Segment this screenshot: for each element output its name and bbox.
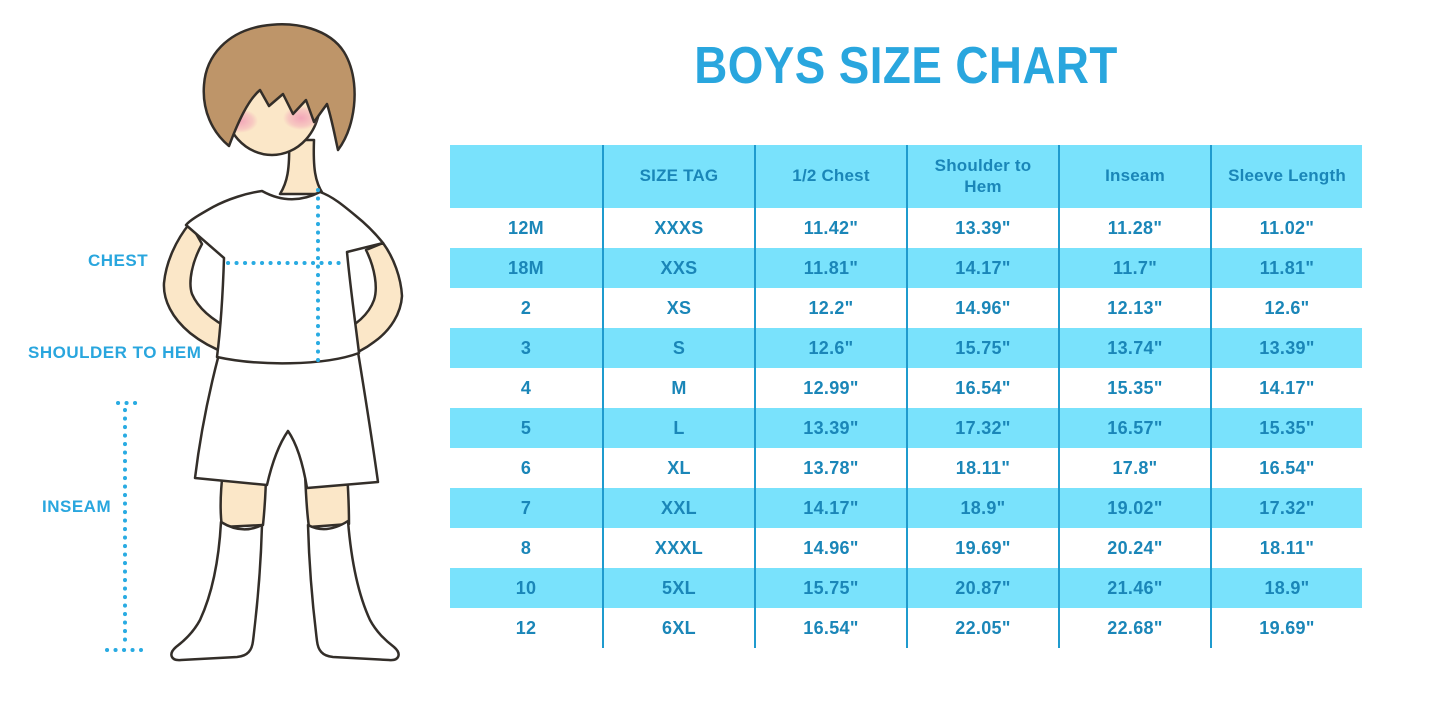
header-cell: 1/2 Chest bbox=[754, 145, 906, 208]
size-cell: 13.39" bbox=[754, 408, 906, 448]
size-cell: 11.7" bbox=[1058, 248, 1210, 288]
size-cell: 11.81" bbox=[1210, 248, 1362, 288]
header-cell: Inseam bbox=[1058, 145, 1210, 208]
size-cell: 21.46" bbox=[1058, 568, 1210, 608]
size-cell: 19.69" bbox=[906, 528, 1058, 568]
size-cell: 13.39" bbox=[1210, 328, 1362, 368]
size-cell: 3 bbox=[450, 328, 602, 368]
size-cell: 12.99" bbox=[754, 368, 906, 408]
size-cell: 14.17" bbox=[754, 488, 906, 528]
size-cell: 6 bbox=[520, 457, 532, 478]
size-cell: 12.13" bbox=[1058, 288, 1210, 328]
size-cell: XXL bbox=[602, 488, 754, 528]
header-cell: SIZE TAG bbox=[602, 145, 754, 208]
size-cell: 14.96" bbox=[906, 288, 1058, 328]
size-cell: 2 bbox=[520, 297, 532, 318]
size-cell: 12.6" bbox=[1210, 288, 1362, 328]
size-cell: 16.57" bbox=[1058, 408, 1210, 448]
size-cell: XXXS bbox=[602, 208, 754, 248]
size-cell: 16.54" bbox=[754, 608, 906, 648]
size-cell: 15.35" bbox=[1210, 408, 1362, 448]
size-cell: 18.9" bbox=[906, 488, 1058, 528]
size-cell: 15.75" bbox=[754, 568, 906, 608]
size-cell: 12 bbox=[515, 617, 537, 638]
size-cell: 10 bbox=[450, 568, 602, 608]
size-cell: 7 bbox=[450, 488, 602, 528]
header-cell: Sleeve Length bbox=[1210, 145, 1362, 208]
size-cell: 11.42" bbox=[754, 208, 906, 248]
size-cell: 18.9" bbox=[1210, 568, 1362, 608]
size-cell: 18.11" bbox=[906, 448, 1058, 488]
size-cell: 22.68" bbox=[1058, 608, 1210, 648]
right-sock bbox=[306, 519, 400, 662]
left-arm bbox=[162, 221, 234, 355]
size-cell: 17.8" bbox=[1058, 448, 1210, 488]
size-cell: 16.54" bbox=[1210, 448, 1362, 488]
size-cell: 15.35" bbox=[1058, 368, 1210, 408]
size-cell: XXXL bbox=[602, 528, 754, 568]
header-cell bbox=[450, 145, 602, 208]
size-cell: 22.05" bbox=[906, 608, 1058, 648]
size-cell: 14.17" bbox=[1210, 368, 1362, 408]
size-cell: 8 bbox=[520, 537, 532, 558]
left-sock bbox=[170, 520, 264, 662]
size-cell: 17.32" bbox=[1210, 488, 1362, 528]
size-cell: 20.87" bbox=[906, 568, 1058, 608]
page-title: BOYS SIZE CHART bbox=[694, 37, 1118, 95]
size-cell: 5XL bbox=[602, 568, 754, 608]
size-cell: XXS bbox=[602, 248, 754, 288]
size-cell: 12.2" bbox=[754, 288, 906, 328]
size-cell: 18.11" bbox=[1210, 528, 1362, 568]
boy-illustration bbox=[105, 23, 404, 662]
size-cell: 14.17" bbox=[906, 248, 1058, 288]
size-table: SIZE TAG 1/2 Chest Shoulder to Hem Inseam Sl… bbox=[450, 145, 1362, 648]
size-cell: 11.02" bbox=[1210, 208, 1362, 248]
size-cell: XL bbox=[602, 448, 754, 488]
size-cell: 19.69" bbox=[1210, 608, 1362, 648]
shorts bbox=[193, 350, 380, 490]
size-cell: 14.96" bbox=[754, 528, 906, 568]
tshirt bbox=[184, 189, 385, 365]
size-cell: 13.39" bbox=[906, 208, 1058, 248]
size-cell: 4 bbox=[520, 377, 532, 398]
size-cell: 13.74" bbox=[1058, 328, 1210, 368]
size-cell: 17.32" bbox=[906, 408, 1058, 448]
size-cell: 12.6" bbox=[754, 328, 906, 368]
size-cell: 13.78" bbox=[754, 448, 906, 488]
size-cell: 11.81" bbox=[754, 248, 906, 288]
inseam-label: INSEAM bbox=[42, 497, 112, 516]
size-cell: 11.28" bbox=[1058, 208, 1210, 248]
header-cell: Shoulder to Hem bbox=[906, 145, 1058, 208]
chest-label: CHEST bbox=[88, 251, 149, 270]
size-cell: 5 bbox=[450, 408, 602, 448]
shoulder-to-hem-label: SHOULDER TO HEM bbox=[28, 343, 202, 362]
size-cell: 6XL bbox=[602, 608, 754, 648]
size-cell: 12M bbox=[508, 217, 544, 238]
size-cell: 15.75" bbox=[906, 328, 1058, 368]
size-cell: S bbox=[602, 328, 754, 368]
size-cell: M bbox=[602, 368, 754, 408]
size-cell: XS bbox=[602, 288, 754, 328]
size-cell: 20.24" bbox=[1058, 528, 1210, 568]
size-cell: 19.02" bbox=[1058, 488, 1210, 528]
size-cell: 18M bbox=[450, 248, 602, 288]
size-cell: L bbox=[602, 408, 754, 448]
size-cell: 16.54" bbox=[906, 368, 1058, 408]
hair bbox=[202, 23, 356, 152]
